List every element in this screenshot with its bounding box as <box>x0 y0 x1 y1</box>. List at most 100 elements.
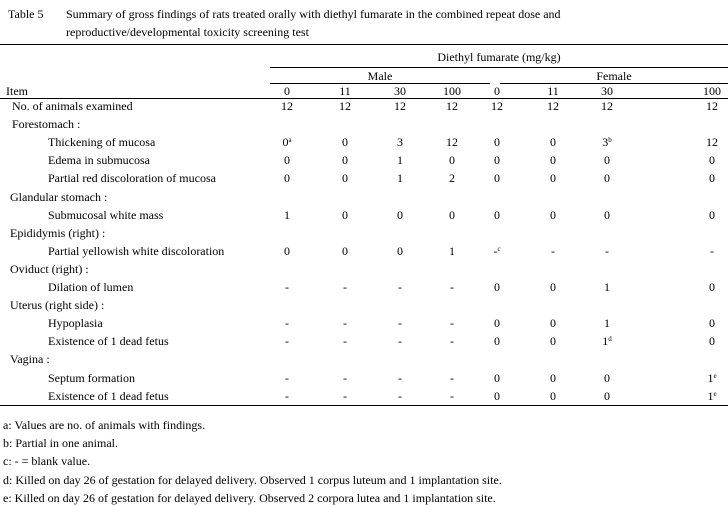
value-cell: - <box>432 334 472 348</box>
value-cell: 0 <box>432 208 472 222</box>
cell-value: 1 <box>604 280 610 294</box>
value-cell: 12 <box>533 99 573 113</box>
cell-value: - <box>285 280 289 294</box>
value-cell: 0 <box>692 334 728 348</box>
female-header: Female <box>596 69 632 83</box>
dose-header-cell: 30 <box>601 84 613 98</box>
cell-value: 1 <box>604 316 610 331</box>
value-cell: - <box>267 389 307 403</box>
row-label: Edema in submucosa <box>48 153 150 168</box>
cell-value: 2 <box>449 171 455 186</box>
footnote-marker: d <box>608 335 612 344</box>
cell-value: 0 <box>604 153 610 168</box>
value-cell: 0 <box>692 280 728 294</box>
cell-value: 3 <box>602 135 609 150</box>
cell-value: - <box>343 334 347 349</box>
table-title-line-1: Summary of gross findings of rats treate… <box>66 7 561 21</box>
cell-value: - <box>605 243 609 258</box>
row-label: Existence of 1 dead fetus <box>48 388 169 403</box>
cell-value: 12 <box>446 99 458 113</box>
cell-value: 0 <box>494 207 500 222</box>
cell-value: - <box>493 243 498 258</box>
cell-value: - <box>285 334 289 349</box>
male-rule <box>270 83 490 84</box>
value-cell: 1e <box>692 389 728 403</box>
footnote: b: Partial in one animal. <box>3 436 118 451</box>
cell-value: - <box>398 316 402 331</box>
cell-value: 0 <box>342 243 348 258</box>
footnote-marker: c <box>497 244 501 253</box>
cell-value: 0 <box>550 153 556 168</box>
value-cell: - <box>325 280 365 294</box>
value-cell: 0 <box>587 171 627 185</box>
row-label: Oviduct (right) : <box>10 261 89 276</box>
table-label: Table 5 <box>8 7 44 21</box>
cell-value: 12 <box>706 135 718 150</box>
female-rule <box>500 83 728 84</box>
cell-value: - <box>551 243 555 258</box>
cell-value: 12 <box>706 99 718 113</box>
dose-header-cell: 11 <box>547 84 559 98</box>
row-label: Thickening of mucosa <box>48 135 156 150</box>
row-label: Existence of 1 dead fetus <box>48 334 169 349</box>
value-cell: 0 <box>533 153 573 167</box>
value-cell: 0 <box>325 153 365 167</box>
footnote: d: Killed on day 26 of gestation for del… <box>3 472 502 487</box>
cell-value: - <box>343 388 347 403</box>
male-header: Male <box>367 69 393 83</box>
cell-value: 0 <box>494 171 500 186</box>
value-cell: 1 <box>380 171 420 185</box>
cell-value: 0 <box>282 135 289 150</box>
row-label: Partial yellowish white discoloration <box>48 243 225 258</box>
value-cell: 0a <box>267 135 307 149</box>
value-cell: - <box>267 371 307 385</box>
cell-value: 0 <box>494 153 500 168</box>
cell-value: 0 <box>284 153 290 168</box>
value-cell: - <box>380 334 420 348</box>
cell-value: 0 <box>709 153 715 168</box>
value-cell: - <box>432 389 472 403</box>
value-cell: 2 <box>432 171 472 185</box>
value-cell: - <box>267 316 307 330</box>
footnote: e: Killed on day 26 of gestation for del… <box>3 490 496 505</box>
row-label: Glandular stomach : <box>10 189 108 204</box>
value-cell: 0 <box>587 208 627 222</box>
cell-value: 0 <box>604 370 610 385</box>
cell-value: 0 <box>550 135 556 150</box>
cell-value: 0 <box>494 316 500 331</box>
value-cell: 0 <box>325 135 365 149</box>
value-cell: 12 <box>692 135 728 149</box>
value-cell: 0 <box>477 171 517 185</box>
table-title-line-2: reproductive/developmental toxicity scre… <box>66 25 309 39</box>
row-label: Forestomach : <box>12 117 81 132</box>
value-cell: - <box>325 334 365 348</box>
cell-value: 0 <box>494 280 500 294</box>
value-cell: 0 <box>325 244 365 258</box>
cell-value: 0 <box>709 316 715 331</box>
cell-value: 0 <box>604 207 610 222</box>
value-cell: 12 <box>692 99 728 113</box>
dose-header-cell: 100 <box>703 84 721 98</box>
dose-header-cell: 11 <box>339 84 351 98</box>
header-rule <box>0 98 728 99</box>
cell-value: - <box>285 388 289 403</box>
value-cell: 0 <box>533 208 573 222</box>
row-label: Septum formation <box>48 370 135 385</box>
value-cell: 1 <box>380 153 420 167</box>
dose-header-cell: 0 <box>284 84 290 98</box>
cell-value: 0 <box>550 316 556 331</box>
value-cell: 0 <box>477 316 517 330</box>
value-cell: 12 <box>432 99 472 113</box>
row-label: Uterus (right side) : <box>10 298 105 313</box>
cell-value: 0 <box>342 207 348 222</box>
value-cell: 0 <box>380 244 420 258</box>
cell-value: - <box>343 316 347 331</box>
cell-value: 0 <box>550 388 556 403</box>
cell-value: - <box>398 370 402 385</box>
value-cell: 0 <box>380 208 420 222</box>
row-label: Epididymis (right) : <box>10 225 106 240</box>
value-cell: 0 <box>267 153 307 167</box>
cell-value: 0 <box>550 280 556 294</box>
value-cell: 1 <box>432 244 472 258</box>
value-cell: 0 <box>533 316 573 330</box>
